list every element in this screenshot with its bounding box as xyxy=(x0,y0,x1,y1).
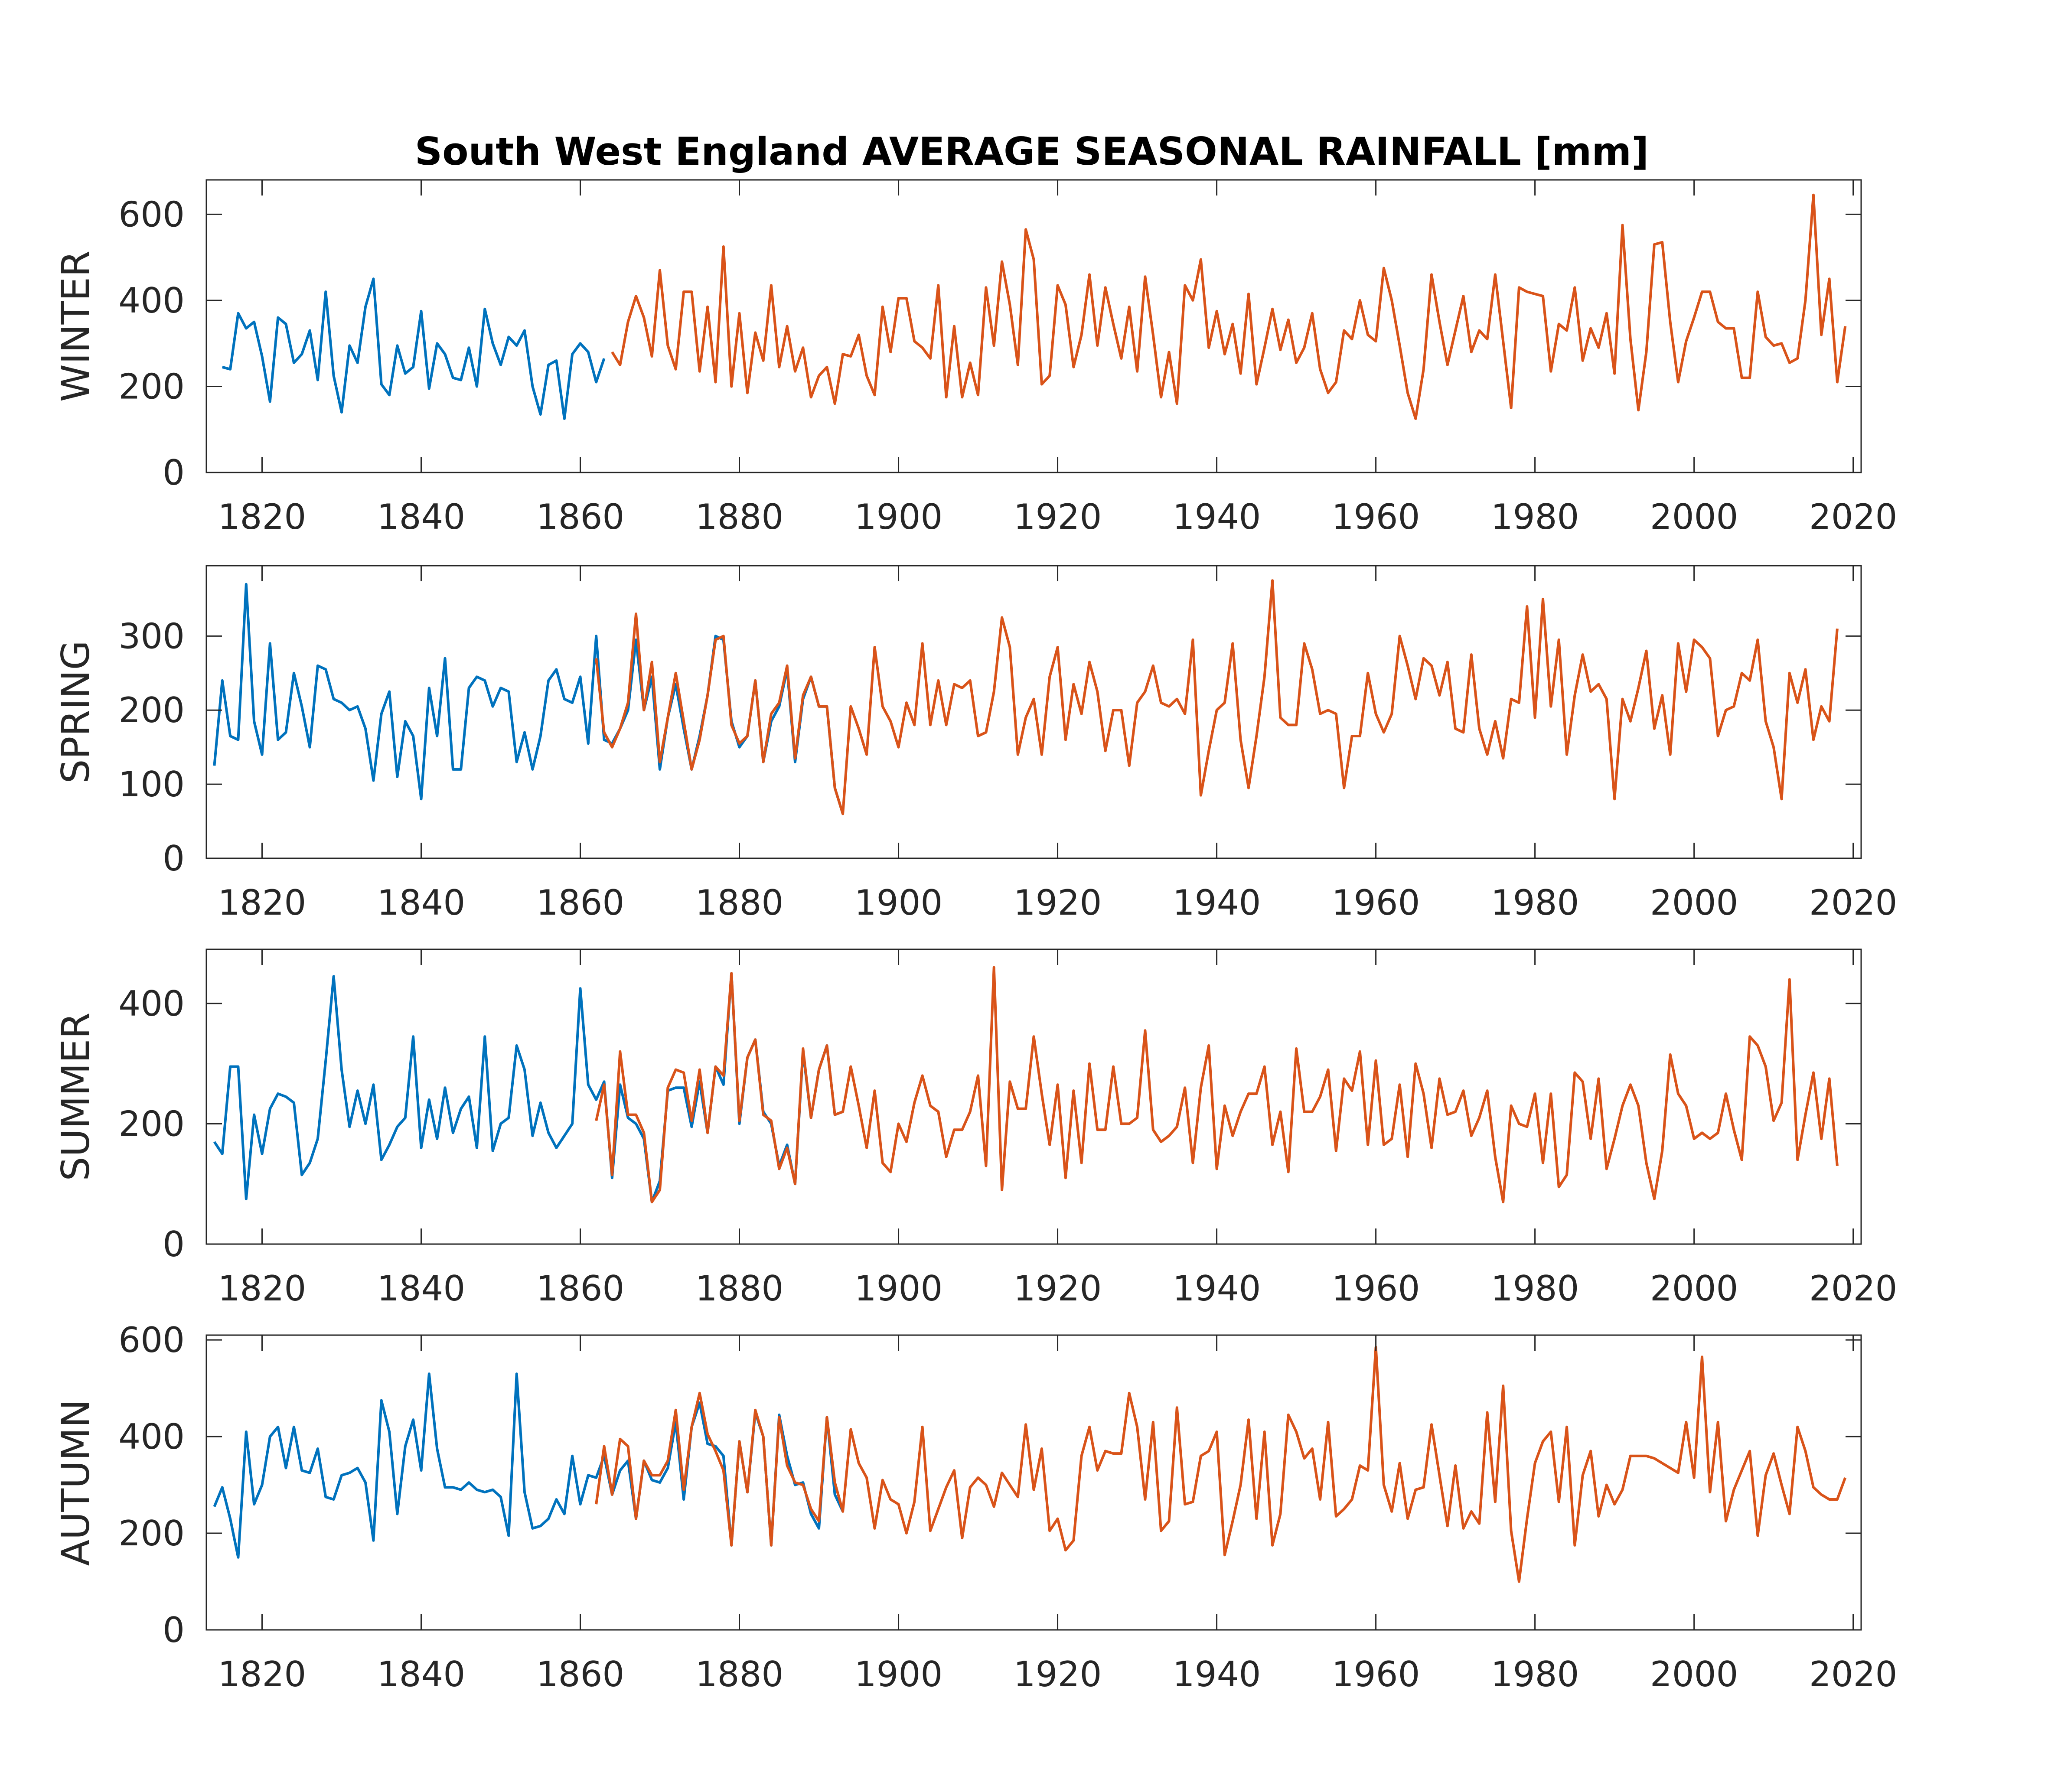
winter-xtick-label: 1980 xyxy=(1491,497,1579,537)
winter-ytick-label: 400 xyxy=(118,280,185,321)
winter-xtick-label: 1940 xyxy=(1173,497,1261,537)
spring-ytick-label: 0 xyxy=(163,838,185,879)
winter-ytick-label: 600 xyxy=(118,194,185,235)
winter-ytick-label: 200 xyxy=(118,366,185,407)
chart-title: South West England AVERAGE SEASONAL RAIN… xyxy=(415,129,1649,174)
autumn-xtick-label: 1860 xyxy=(536,1654,625,1694)
spring-series-b-line xyxy=(595,579,1839,815)
autumn-ytick-label: 600 xyxy=(118,1320,185,1360)
summer-xtick-label: 1920 xyxy=(1014,1268,1102,1309)
autumn-xtick-label: 1940 xyxy=(1173,1654,1261,1694)
summer-xtick-label: 2000 xyxy=(1650,1268,1738,1309)
winter-xtick-label: 1900 xyxy=(854,497,943,537)
summer-xtick-label: 1880 xyxy=(695,1268,784,1309)
autumn-xtick-label: 1920 xyxy=(1014,1654,1102,1694)
winter-series-b-line xyxy=(611,193,1847,420)
spring-xtick-label: 1960 xyxy=(1332,883,1420,923)
spring-ytick-label: 300 xyxy=(118,616,185,656)
winter-xtick-label: 1820 xyxy=(218,497,307,537)
autumn-xtick-label: 1880 xyxy=(695,1654,784,1694)
autumn-ytick-label: 200 xyxy=(118,1513,185,1554)
summer-panel: 1820 1840 1860 1880 1900 1920 1940 1960 1980 2000… xyxy=(53,948,1898,1309)
spring-xtick-label: 1820 xyxy=(218,883,307,923)
winter-xtick-label: 1960 xyxy=(1332,497,1420,537)
summer-axes-box xyxy=(205,948,1862,1245)
winter-axes-box xyxy=(205,179,1862,473)
winter-xtick-label: 1880 xyxy=(695,497,784,537)
winter-panel: 1820 1840 1860 1880 1900 1920 1940 1960 1980 2000… xyxy=(53,179,1898,537)
summer-xtick-label: 1940 xyxy=(1173,1268,1261,1309)
autumn-xtick-label: 1900 xyxy=(854,1654,943,1694)
autumn-ytick-label: 0 xyxy=(163,1610,185,1650)
autumn-xtick-label: 2020 xyxy=(1809,1654,1898,1694)
autumn-xtick-label: 1840 xyxy=(377,1654,466,1694)
summer-xtick-label: 1900 xyxy=(854,1268,943,1309)
spring-ytick-label: 100 xyxy=(118,764,185,805)
winter-ylabel: WINTER xyxy=(53,251,98,402)
spring-xtick-label: 1880 xyxy=(695,883,784,923)
spring-xtick-label: 2000 xyxy=(1650,883,1738,923)
winter-ytick-label: 0 xyxy=(163,453,185,493)
summer-xtick-label: 1820 xyxy=(218,1268,307,1309)
autumn-panel: 1820 1840 1860 1880 1900 1920 1940 1960 1980 2000… xyxy=(53,1320,1897,1694)
summer-xtick-label: 2020 xyxy=(1809,1268,1898,1309)
summer-ytick-label: 0 xyxy=(163,1224,185,1264)
winter-series-a-line xyxy=(222,277,606,420)
winter-xtick-label: 2020 xyxy=(1809,497,1898,537)
autumn-xtick-label: 1960 xyxy=(1332,1654,1420,1694)
winter-xtick-label: 1920 xyxy=(1014,497,1102,537)
autumn-ytick-label: 400 xyxy=(118,1417,185,1457)
summer-xtick-label: 1860 xyxy=(536,1268,625,1309)
autumn-series-b-line xyxy=(595,1346,1847,1583)
summer-xtick-label: 1840 xyxy=(377,1268,466,1309)
spring-ylabel: SPRING xyxy=(53,640,98,783)
summer-ytick-label: 400 xyxy=(118,984,185,1024)
spring-xtick-label: 1900 xyxy=(854,883,943,923)
autumn-xtick-label: 1820 xyxy=(218,1654,307,1694)
summer-xtick-label: 1980 xyxy=(1491,1268,1579,1309)
autumn-xtick-label: 1980 xyxy=(1491,1654,1579,1694)
spring-axes-box xyxy=(205,565,1862,859)
autumn-xtick-label: 2000 xyxy=(1650,1654,1738,1694)
panels: 1820 1840 1860 1880 1900 1920 1940 1960 1980 2000… xyxy=(53,179,1898,1694)
autumn-ylabel: AUTUMN xyxy=(53,1399,98,1566)
spring-xtick-label: 1920 xyxy=(1014,883,1102,923)
spring-xtick-label: 1980 xyxy=(1491,883,1579,923)
summer-series-b-line xyxy=(595,966,1839,1203)
winter-xtick-label: 1840 xyxy=(377,497,466,537)
spring-panel: 1820 1840 1860 1880 1900 1920 1940 1960 1980 2000… xyxy=(53,565,1898,923)
spring-xtick-label: 1860 xyxy=(536,883,625,923)
autumn-axes-box xyxy=(205,1334,1862,1631)
spring-xtick-label: 1840 xyxy=(377,883,466,923)
spring-xtick-label: 2020 xyxy=(1809,883,1898,923)
winter-xtick-label: 2000 xyxy=(1650,497,1738,537)
spring-xtick-label: 1940 xyxy=(1173,883,1261,923)
summer-ytick-label: 200 xyxy=(118,1104,185,1144)
summer-xtick-label: 1960 xyxy=(1332,1268,1420,1309)
summer-ylabel: SUMMER xyxy=(53,1013,98,1181)
spring-ytick-label: 200 xyxy=(118,690,185,730)
winter-xtick-label: 1860 xyxy=(536,497,625,537)
